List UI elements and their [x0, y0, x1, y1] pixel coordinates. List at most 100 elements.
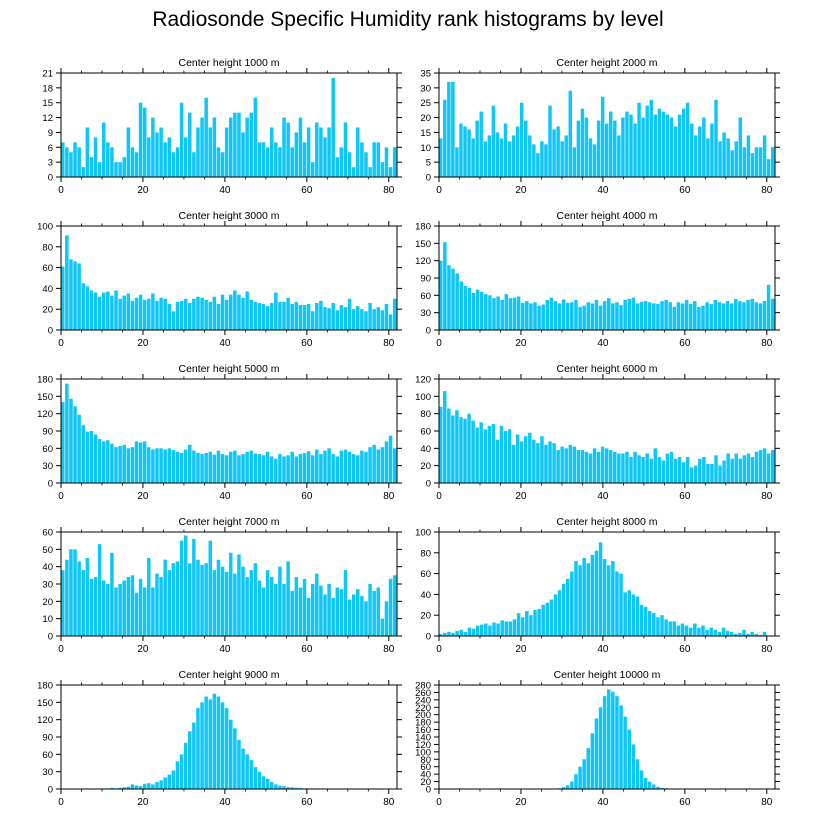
y-tick-label: 3 [48, 158, 53, 169]
bar [660, 787, 664, 789]
bar [627, 298, 631, 330]
bar [512, 619, 517, 636]
bar [443, 99, 447, 177]
bar [380, 618, 385, 636]
bar [545, 602, 550, 636]
bar [483, 429, 487, 483]
y-tick-label: 180 [415, 718, 431, 729]
bar [590, 733, 595, 789]
y-tick-label: 20 [420, 611, 431, 622]
bar [725, 301, 730, 330]
chart-title: Center height 8000 m [557, 516, 658, 528]
bar [766, 284, 771, 330]
bar [155, 448, 159, 483]
bar [467, 627, 472, 636]
bar [520, 617, 525, 636]
bar [684, 625, 689, 636]
bar [705, 629, 709, 636]
bar [171, 563, 176, 636]
bar [520, 302, 525, 330]
bar [93, 292, 98, 330]
bar [598, 542, 603, 636]
bar [110, 295, 114, 330]
bar [335, 587, 340, 636]
plot-frame [60, 72, 398, 178]
bar [568, 444, 572, 483]
bar [216, 450, 221, 483]
chart-title: Center height 5000 m [179, 363, 280, 375]
bar [306, 597, 311, 636]
bar [188, 302, 192, 330]
bar [335, 157, 340, 177]
bar [310, 455, 315, 483]
bar [118, 446, 122, 483]
bar [290, 590, 294, 636]
bar [680, 303, 685, 330]
chart-panel-10: Center height 10000 m0 20 40 60 800204060801… [415, 669, 780, 808]
bar [298, 305, 303, 330]
bar [681, 108, 686, 177]
bar [475, 427, 479, 483]
bar [388, 435, 393, 483]
bar [529, 615, 533, 636]
bar [392, 575, 397, 636]
bar [672, 621, 677, 636]
bar [564, 448, 568, 483]
bar [171, 770, 176, 789]
bar [702, 457, 706, 483]
bar [611, 561, 615, 636]
bar [709, 627, 713, 636]
bar [110, 552, 114, 636]
bar [171, 311, 176, 330]
bar [600, 446, 605, 483]
x-tick-label: 40 [219, 338, 231, 349]
bar [496, 296, 500, 330]
chart-panel-5: Center height 5000 m 0 20 40 60 80 0 30 60 90 120 1… [37, 363, 402, 502]
bar [73, 549, 77, 636]
bar [487, 425, 492, 483]
bar [89, 578, 94, 636]
bar [138, 786, 143, 789]
y-tick-label: 0 [426, 326, 431, 337]
y-tick-label: 0 [426, 632, 431, 643]
y-tick-label: 18 [42, 83, 53, 94]
bar [294, 787, 299, 789]
bar [746, 633, 750, 636]
bar [106, 584, 110, 636]
bar [65, 383, 69, 483]
bar [331, 454, 335, 483]
bar [607, 565, 611, 636]
bar [216, 559, 221, 636]
bar [584, 117, 589, 177]
bar [204, 696, 208, 789]
bar [163, 559, 167, 636]
bar [709, 304, 713, 330]
bar [216, 304, 221, 330]
bar [738, 117, 743, 177]
bar [188, 563, 192, 636]
bar [702, 117, 706, 177]
bar [467, 287, 472, 330]
bar [200, 564, 204, 636]
bar [233, 290, 237, 330]
bar [89, 290, 94, 330]
bar [653, 114, 657, 177]
bar [257, 454, 262, 483]
bar [725, 630, 730, 636]
y-tick-label: 240 [415, 695, 431, 706]
bar [726, 453, 730, 483]
y-tick-label: 30 [42, 767, 53, 778]
bar [467, 413, 471, 483]
bar [372, 142, 376, 177]
bar [192, 538, 196, 636]
bar [688, 304, 693, 330]
bar [147, 298, 151, 330]
y-tick-label: 0 [426, 479, 431, 490]
bar [188, 112, 192, 177]
bar [455, 147, 459, 177]
bar [224, 455, 229, 483]
bar [106, 142, 110, 177]
plot-frame [438, 531, 776, 637]
bar [570, 302, 574, 330]
bar [611, 303, 615, 330]
